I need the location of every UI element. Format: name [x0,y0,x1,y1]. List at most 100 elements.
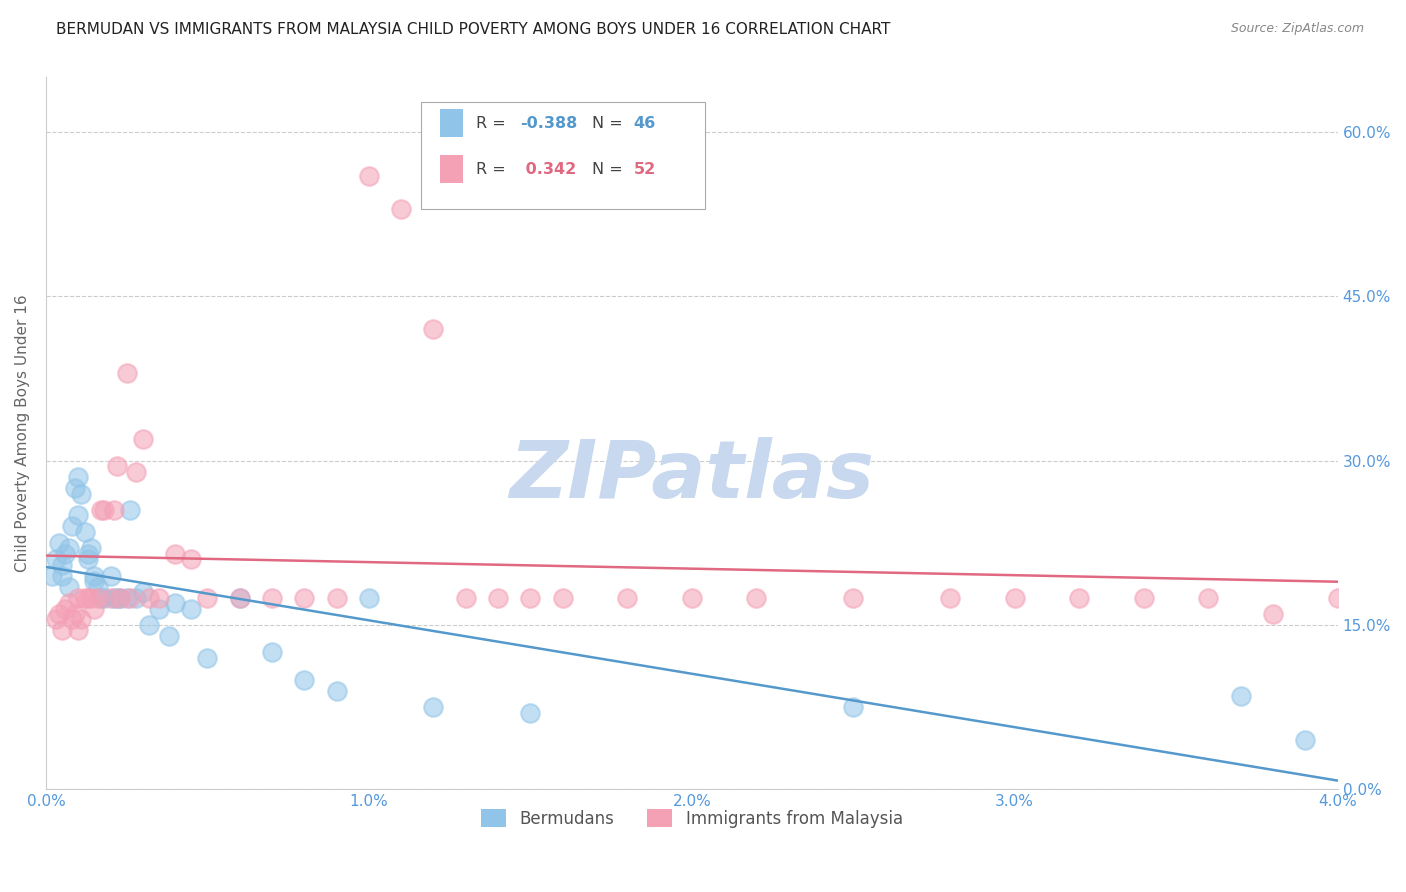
Text: R =: R = [477,162,510,178]
Point [58,596,80,610]
Point [110,591,132,605]
Point [45,612,67,626]
Point [1069,591,1091,605]
Text: Source: ZipAtlas.com: Source: ZipAtlas.com [1230,22,1364,36]
Point [454,591,477,605]
Point [1198,591,1220,605]
Point [118,591,141,605]
Point [180,601,202,615]
Text: ZIPatlas: ZIPatlas [509,437,875,515]
Point [1261,607,1284,621]
Point [48,607,70,621]
Text: N =: N = [592,162,628,178]
Point [51,624,73,638]
Point [681,591,703,605]
Point [228,591,250,605]
Point [67,624,90,638]
Point [73,524,96,539]
Point [77,552,100,566]
Point [148,591,170,605]
Point [165,596,187,610]
Point [939,591,962,605]
Point [58,580,80,594]
Text: N =: N = [592,116,628,131]
Bar [440,109,463,136]
Point [138,591,160,605]
Point [422,322,444,336]
Point [86,580,108,594]
Point [110,591,132,605]
Point [90,591,112,605]
Point [48,536,70,550]
Point [41,568,63,582]
Point [1229,689,1251,703]
Point [93,591,115,605]
Text: 46: 46 [634,116,657,131]
Point [58,541,80,556]
Point [1133,591,1156,605]
Point [100,591,122,605]
Point [67,508,90,523]
Point [73,591,96,605]
Point [83,574,105,589]
Point [148,601,170,615]
Point [616,591,638,605]
Point [105,591,128,605]
Point [70,486,93,500]
Point [53,601,76,615]
Point [260,591,283,605]
Point [103,591,125,605]
Point [165,547,187,561]
Point [60,519,83,533]
Point [1326,591,1348,605]
Point [1294,733,1316,747]
Point [67,470,90,484]
Point [197,591,219,605]
Bar [440,155,463,183]
Point [77,547,100,561]
Point [100,568,122,582]
Point [519,706,541,720]
Point [157,629,180,643]
Point [180,552,202,566]
Text: BERMUDAN VS IMMIGRANTS FROM MALAYSIA CHILD POVERTY AMONG BOYS UNDER 16 CORRELATI: BERMUDAN VS IMMIGRANTS FROM MALAYSIA CHI… [56,22,890,37]
Point [105,459,128,474]
Point [86,591,108,605]
Legend: Bermudans, Immigrants from Malaysia: Bermudans, Immigrants from Malaysia [474,803,910,834]
Point [125,465,148,479]
Point [45,552,67,566]
FancyBboxPatch shape [420,103,704,209]
Point [77,591,100,605]
Point [51,558,73,572]
Text: -0.388: -0.388 [520,116,578,131]
Point [292,591,315,605]
Point [389,202,412,216]
Point [93,503,115,517]
Text: R =: R = [477,116,510,131]
Point [115,591,138,605]
Point [70,612,93,626]
Point [83,568,105,582]
Point [228,591,250,605]
Point [357,591,380,605]
Point [63,481,86,495]
Point [67,591,90,605]
Point [118,503,141,517]
Point [83,601,105,615]
Point [745,591,768,605]
Point [63,607,86,621]
Y-axis label: Child Poverty Among Boys Under 16: Child Poverty Among Boys Under 16 [15,294,30,572]
Point [197,650,219,665]
Text: 52: 52 [634,162,657,178]
Point [80,541,103,556]
Point [51,568,73,582]
Point [325,591,347,605]
Point [486,591,509,605]
Text: 0.342: 0.342 [520,162,576,178]
Point [125,591,148,605]
Point [422,700,444,714]
Point [292,673,315,687]
Point [103,503,125,517]
Point [53,547,76,561]
Point [80,591,103,605]
